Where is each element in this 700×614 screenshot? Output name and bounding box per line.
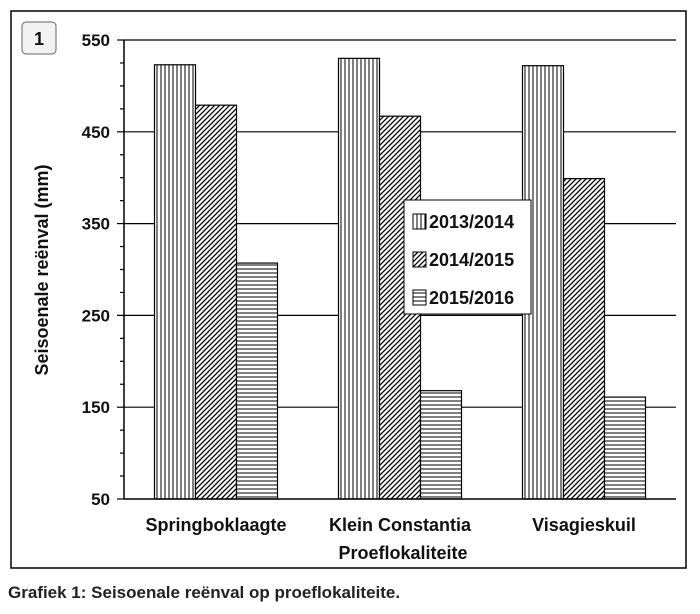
- y-axis-title: Seisoenale reënval (mm): [32, 164, 52, 375]
- bar-2013-2014-0: [153, 64, 197, 500]
- legend-swatch: [412, 213, 427, 230]
- bar-2015-2016-0: [235, 262, 279, 500]
- figure-number-badge: [21, 21, 57, 55]
- y-tick-label: 550: [82, 31, 110, 50]
- y-tick-label: 450: [82, 123, 110, 142]
- legend: 2013/2014 2014/2015 2015/2016: [403, 199, 532, 315]
- y-tick-label: 350: [82, 215, 110, 234]
- y-tick-label: 250: [82, 306, 110, 325]
- bar-2015-2016-1: [419, 390, 463, 500]
- legend-swatch: [412, 251, 427, 268]
- bar-2015-2016-2: [603, 396, 647, 500]
- y-tick-label: 50: [91, 490, 110, 509]
- x-axis-title: Proeflokaliteite: [338, 543, 467, 563]
- legend-label: 2014/2015: [429, 250, 514, 270]
- figure-caption: Grafiek 1: Seisoenale reënval op proeflo…: [8, 583, 401, 602]
- legend-label: 2015/2016: [429, 288, 514, 308]
- figure-number-label: 1: [34, 29, 44, 49]
- legend-swatch: [412, 289, 427, 306]
- legend-label: 2013/2014: [429, 212, 514, 232]
- x-tick-label: Klein Constantia: [329, 515, 472, 535]
- bar-2014-2015-0: [194, 104, 238, 500]
- y-tick-label: 150: [82, 398, 110, 417]
- x-tick-label: Springboklaagte: [145, 515, 286, 535]
- x-tick-label: Visagieskuil: [532, 515, 636, 535]
- axes: 50 150 250 350 450 550 Springboklaagte Klein Co…: [82, 31, 676, 535]
- bar-2014-2015-2: [562, 178, 606, 500]
- bar-2013-2014-1: [337, 57, 381, 500]
